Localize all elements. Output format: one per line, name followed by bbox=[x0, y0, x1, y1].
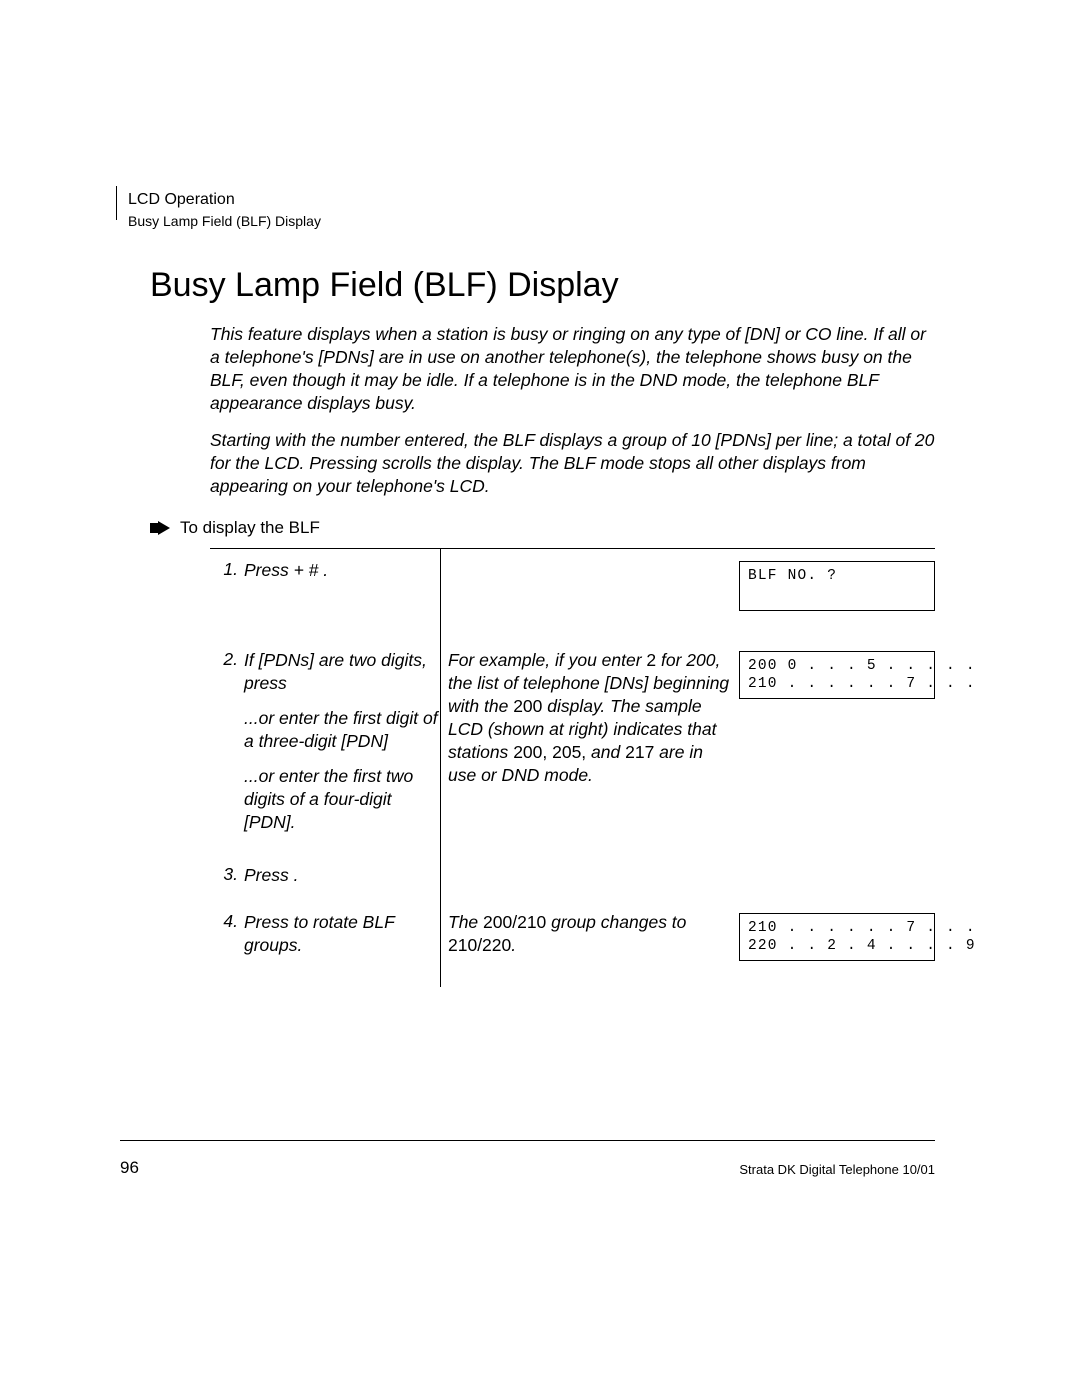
step-number: 4. bbox=[210, 911, 244, 932]
step-4-desc-c: . bbox=[511, 935, 516, 955]
step-3-action-text: Press . bbox=[244, 864, 440, 887]
lcd-display-2: 200 0 . . . 5 . . . . . 210 . . . . . . … bbox=[739, 651, 935, 699]
step-number: 2. bbox=[210, 649, 244, 670]
step-2-desc-num-b: 200 bbox=[513, 696, 542, 716]
step-4-lcd: 210 . . . . . . 7 . . . 220 . . 2 . 4 . … bbox=[739, 911, 935, 961]
procedure-table: 1. Press + # . BLF NO. ? 2. If [PDNs] ar… bbox=[210, 548, 935, 987]
step-4-desc-b: group changes to bbox=[546, 912, 686, 932]
lcd-display-3: 210 . . . . . . 7 . . . 220 . . 2 . 4 . … bbox=[739, 913, 935, 961]
lcd-1-line-1: BLF NO. ? bbox=[748, 568, 837, 584]
step-2-action-c: ...or enter the first two digits of a fo… bbox=[244, 765, 440, 834]
step-4-action: Press to rotate BLF groups. bbox=[244, 911, 448, 969]
step-2-desc-num-a: 2 bbox=[646, 650, 656, 670]
intro-block: This feature displays when a station is … bbox=[210, 323, 935, 498]
step-4-desc-num-b: 210/220 bbox=[448, 935, 511, 955]
step-3-action: Press . bbox=[244, 864, 448, 899]
page-number: 96 bbox=[120, 1158, 139, 1178]
step-2-action: If [PDNs] are two digits, press ...or en… bbox=[244, 649, 448, 846]
running-header-subsection: Busy Lamp Field (BLF) Display bbox=[128, 212, 935, 230]
step-2-lcd: 200 0 . . . 5 . . . . . 210 . . . . . . … bbox=[739, 649, 935, 699]
step-4-action-text: Press to rotate BLF groups. bbox=[244, 911, 440, 957]
step-4-description: The 200/210 group changes to 210/220. bbox=[448, 911, 739, 969]
step-1-lcd: BLF NO. ? bbox=[739, 559, 935, 611]
step-1-action-text: Press + # . bbox=[244, 559, 440, 582]
step-2-desc-and: and bbox=[591, 742, 625, 762]
running-header-section: LCD Operation bbox=[128, 190, 935, 210]
step-2: 2. If [PDNs] are two digits, press ...or… bbox=[210, 639, 935, 846]
step-number: 1. bbox=[210, 559, 244, 580]
step-2-desc-a: For example, if you enter bbox=[448, 650, 646, 670]
step-3: 3. Press . bbox=[210, 854, 935, 899]
page: LCD Operation Busy Lamp Field (BLF) Disp… bbox=[0, 0, 1080, 1397]
page-title: Busy Lamp Field (BLF) Display bbox=[150, 266, 935, 305]
lcd-3-line-1: 210 . . . . . . 7 . . . bbox=[748, 920, 976, 936]
footer-rule bbox=[120, 1140, 935, 1141]
step-4-desc-a: The bbox=[448, 912, 483, 932]
intro-paragraph-1: This feature displays when a station is … bbox=[210, 323, 935, 415]
step-4-desc-num-a: 200/210 bbox=[483, 912, 546, 932]
vertical-divider bbox=[440, 549, 441, 987]
lcd-display-1: BLF NO. ? bbox=[739, 561, 935, 611]
lcd-2-line-2: 210 . . . . . . 7 . . . bbox=[748, 676, 976, 692]
step-4: 4. Press to rotate BLF groups. The 200/2… bbox=[210, 901, 935, 987]
step-2-desc-last: 217 bbox=[625, 742, 654, 762]
intro-paragraph-2: Starting with the number entered, the BL… bbox=[210, 429, 935, 498]
step-2-action-a: If [PDNs] are two digits, press bbox=[244, 649, 440, 695]
step-1-action: Press + # . bbox=[244, 559, 448, 594]
header-side-rule bbox=[116, 186, 117, 220]
arrow-right-icon bbox=[150, 521, 170, 535]
step-2-description: For example, if you enter 2 for 200, the… bbox=[448, 649, 739, 799]
step-1: 1. Press + # . BLF NO. ? bbox=[210, 549, 935, 611]
lcd-2-line-1: 200 0 . . . 5 . . . . . bbox=[748, 658, 976, 674]
step-2-action-b: ...or enter the first digit of a three-d… bbox=[244, 707, 440, 753]
procedure-heading: To display the BLF bbox=[150, 518, 935, 538]
footer-publication: Strata DK Digital Telephone 10/01 bbox=[739, 1162, 935, 1177]
step-2-desc-nums: 200, 205, bbox=[513, 742, 591, 762]
lcd-3-line-2: 220 . . 2 . 4 . . . . 9 bbox=[748, 938, 976, 954]
procedure-heading-text: To display the BLF bbox=[180, 518, 320, 538]
step-number: 3. bbox=[210, 864, 244, 885]
